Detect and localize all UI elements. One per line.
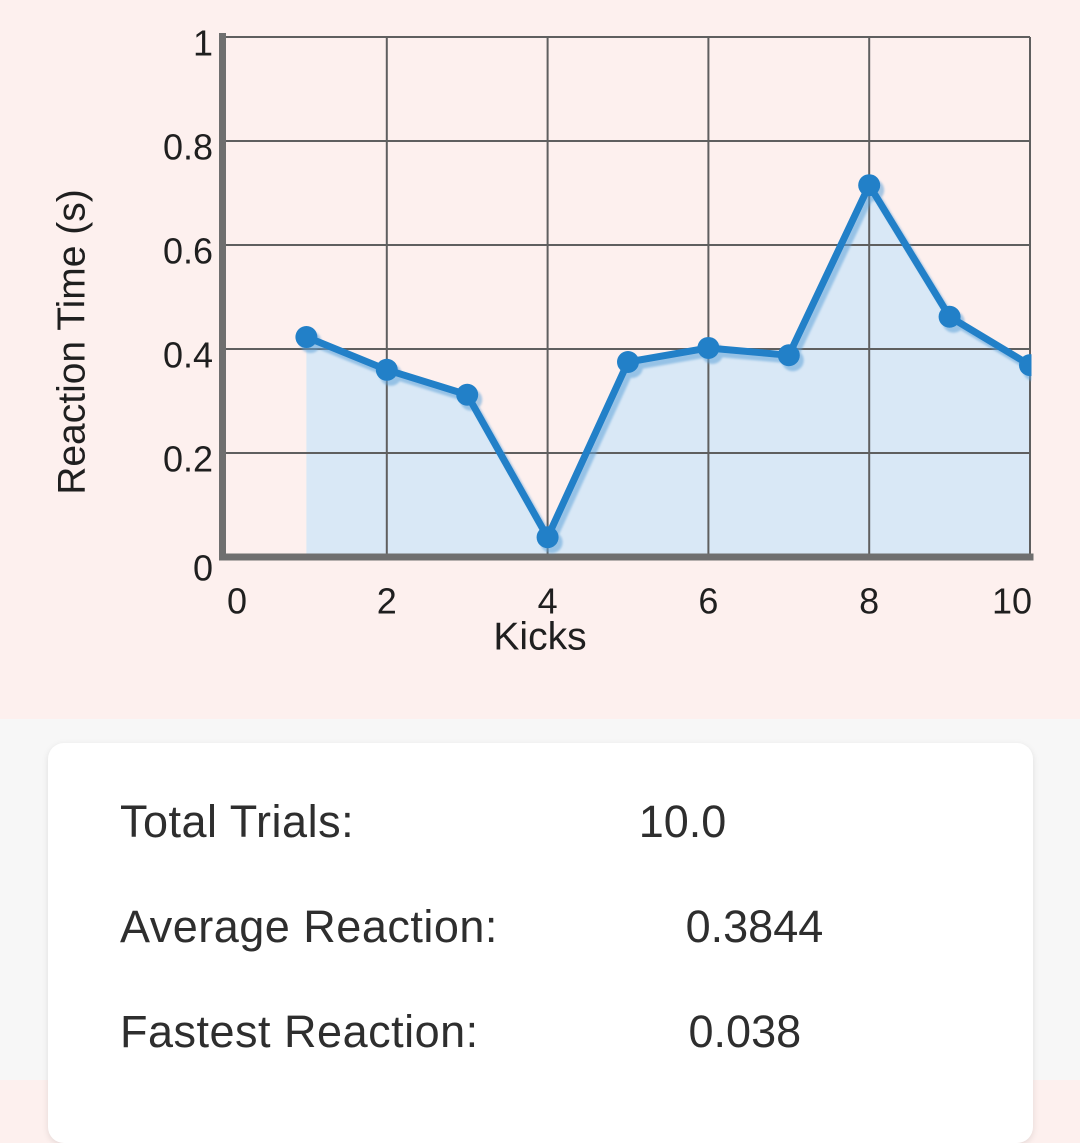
x-axis-title: Kicks — [493, 616, 586, 659]
y-tick-label: 1 — [193, 23, 213, 64]
area-fill — [306, 185, 1030, 557]
x-tick-label: 8 — [859, 581, 879, 622]
stat-row-total-trials: Total Trials: 10.0 — [120, 769, 1011, 874]
data-point — [375, 358, 398, 381]
y-tick-label: 0.8 — [163, 127, 213, 168]
average-reaction-value: 0.3844 — [685, 900, 824, 952]
data-point — [536, 526, 559, 549]
y-tick-label: 0 — [193, 548, 213, 589]
app-screen: 0 0.2 0.4 0.6 0.8 1 0 2 4 6 8 10 Kicks Reaction Time … — [0, 22, 1080, 1143]
fastest-reaction-value: 0.038 — [688, 1005, 802, 1057]
data-point — [295, 326, 318, 349]
y-tick-label: 0.4 — [163, 335, 213, 376]
data-point — [617, 351, 639, 373]
x-tick-label: 4 — [538, 581, 558, 622]
fastest-reaction-label: Fastest Reaction: — [120, 1005, 479, 1057]
stats-section: Total Trials: 10.0 Average Reaction: 0.3… — [0, 719, 1080, 1143]
x-tick-label: 10 — [992, 581, 1032, 622]
average-reaction-label: Average Reaction: — [120, 900, 498, 952]
data-point — [697, 336, 720, 359]
data-point — [1019, 354, 1032, 377]
total-trials-label: Total Trials: — [120, 795, 355, 847]
stats-card: Total Trials: 10.0 Average Reaction: 0.3… — [48, 743, 1033, 1143]
y-axis-title: Reaction Time (s) — [51, 189, 94, 495]
data-point — [456, 383, 479, 406]
stat-row-fastest-reaction: Fastest Reaction: 0.038 — [120, 979, 1011, 1084]
y-tick-label: 0.2 — [163, 439, 213, 480]
y-tick-label: 0.6 — [163, 231, 213, 272]
data-point — [938, 305, 961, 328]
data-point — [858, 174, 881, 197]
x-tick-label: 0 — [227, 581, 247, 622]
chart-section: 0 0.2 0.4 0.6 0.8 1 0 2 4 6 8 10 Kicks Reaction Time … — [50, 22, 1034, 659]
x-tick-label: 6 — [698, 581, 718, 622]
data-point — [777, 344, 800, 367]
x-tick-label: 2 — [377, 581, 397, 622]
total-trials-value: 10.0 — [638, 795, 727, 847]
reaction-line — [302, 181, 1032, 541]
stat-row-average-reaction: Average Reaction: 0.3844 — [120, 874, 1011, 979]
series-group — [295, 174, 1032, 549]
